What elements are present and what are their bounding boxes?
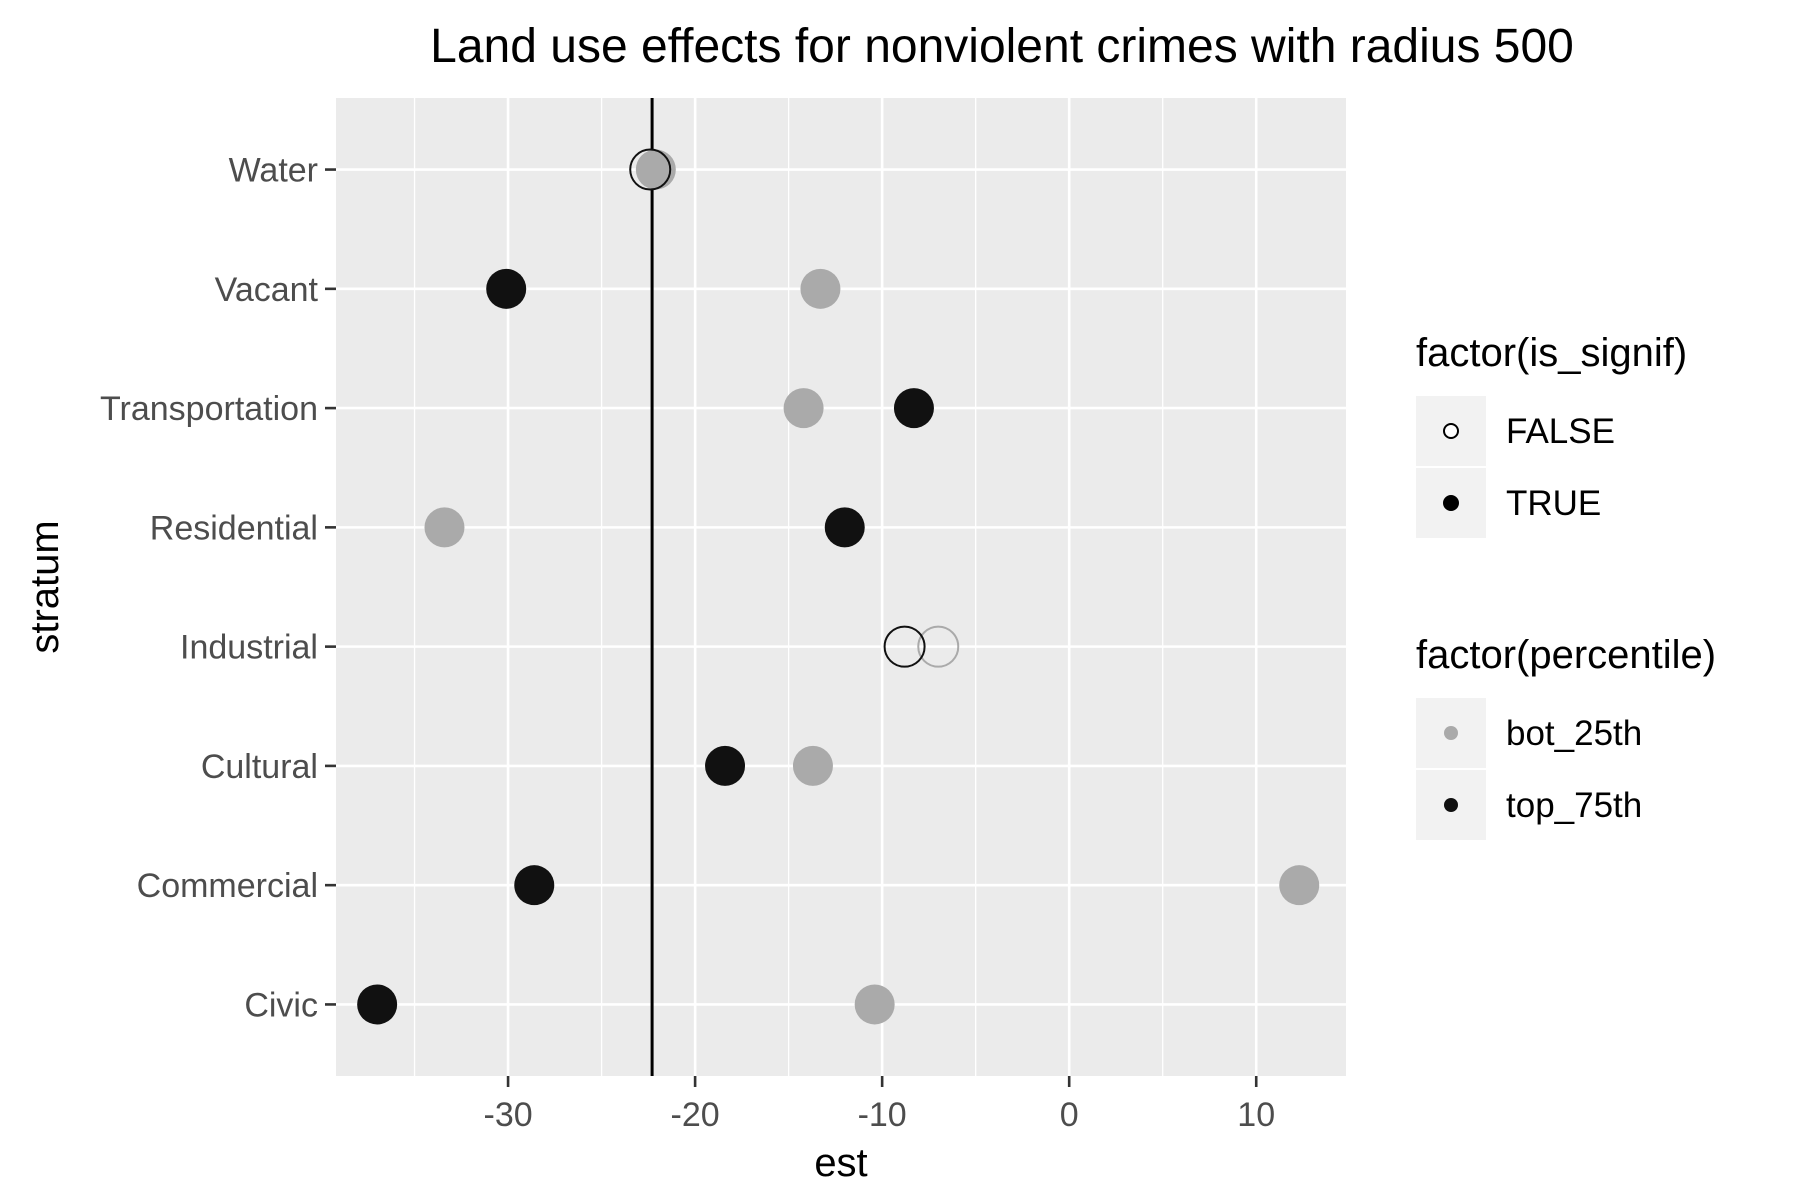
data-point [792,745,833,786]
x-tick-label: 0 [1060,1096,1079,1134]
chart-title: Land use effects for nonviolent crimes w… [430,20,1574,73]
legend-title: factor(percentile) [1416,633,1716,677]
legend-symbol [1443,423,1459,439]
data-point [514,865,555,906]
data-point [635,149,676,190]
legend-label: TRUE [1506,484,1601,523]
x-tick-label: -10 [858,1096,907,1134]
legend-label: bot_25th [1506,714,1642,753]
y-tick-label: Commercial [137,867,318,905]
data-point [629,148,672,191]
data-point [917,625,960,668]
legend: factor(is_signif) FALSE TRUE factor(percent… [1416,331,1716,840]
data-point [424,507,465,548]
data-points [357,148,1320,1025]
data-point [893,388,934,429]
x-tick-label: -20 [671,1096,720,1134]
data-point [486,268,527,309]
data-point [1279,865,1320,906]
y-axis: Civic Commercial Cultural Industrial Residen… [100,152,336,1024]
data-point [783,388,824,429]
data-point [357,984,398,1025]
y-tick-label: Industrial [180,629,318,667]
y-tick-label: Civic [244,986,318,1024]
y-tick-label: Water [229,152,318,190]
y-axis-title: stratum [23,520,67,653]
y-tick-label: Vacant [215,271,319,309]
x-axis: -30 -20 -10 0 10 [484,1076,1275,1134]
x-axis-title: est [814,1141,867,1185]
legend-symbol [1443,495,1459,511]
legend-title: factor(is_signif) [1416,331,1687,375]
x-tick-label: 10 [1237,1096,1275,1134]
data-point [705,745,746,786]
x-tick-label: -30 [484,1096,533,1134]
y-tick-label: Residential [150,509,318,547]
data-point [800,268,841,309]
grid-lines [336,98,1346,1076]
data-point [824,507,865,548]
data-point [883,625,926,668]
y-tick-label: Cultural [201,748,318,786]
data-point [854,984,895,1025]
plot-panel [336,98,1346,1076]
legend-label: FALSE [1506,412,1615,451]
legend-symbol [1444,798,1458,812]
legend-label: top_75th [1506,786,1642,825]
y-tick-label: Transportation [100,390,318,428]
legend-symbol [1444,726,1458,740]
